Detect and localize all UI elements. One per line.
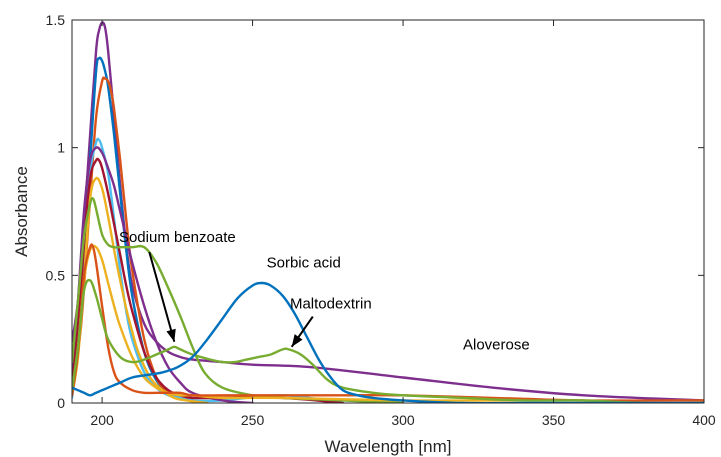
series-line-12 [72, 281, 704, 403]
series-line-1 [72, 21, 704, 402]
annotation-label: Sorbic acid [267, 255, 341, 272]
series-line-8 [72, 197, 405, 403]
annotation-arrow [148, 251, 176, 342]
annotation-arrows [148, 251, 314, 348]
annotation-label: Maltodextrin [290, 296, 372, 313]
annotation-label: Sodium benzoate [119, 229, 236, 246]
y-tick-label: 1.5 [46, 12, 66, 28]
y-tick-label: 1 [57, 140, 65, 156]
annotation-arrow [290, 315, 314, 348]
x-tick-label: 400 [692, 412, 716, 428]
annotation-label: Aloverose [463, 336, 530, 353]
y-tick-label: 0 [57, 395, 65, 411]
x-axis-label: Wavelength [nm] [325, 437, 452, 456]
series-lines [72, 21, 704, 403]
annotations: Sodium benzoate Sorbic acid Maltodextrin Al… [119, 229, 530, 353]
series-line-6 [72, 157, 345, 403]
x-tick-label: 350 [542, 412, 566, 428]
series-line-5 [72, 146, 254, 403]
plot-frame [71, 19, 705, 404]
y-axis-label: Absorbance [12, 166, 31, 257]
x-tick-label: 300 [391, 412, 415, 428]
axis-ticks: 200 250 300 350 400 0 0.5 1 1.5 [46, 12, 716, 428]
y-tick-label: 0.5 [46, 267, 66, 283]
x-tick-label: 250 [241, 412, 265, 428]
series-line-10 [72, 243, 704, 402]
x-tick-label: 200 [90, 412, 114, 428]
series-line-11 [72, 278, 704, 403]
